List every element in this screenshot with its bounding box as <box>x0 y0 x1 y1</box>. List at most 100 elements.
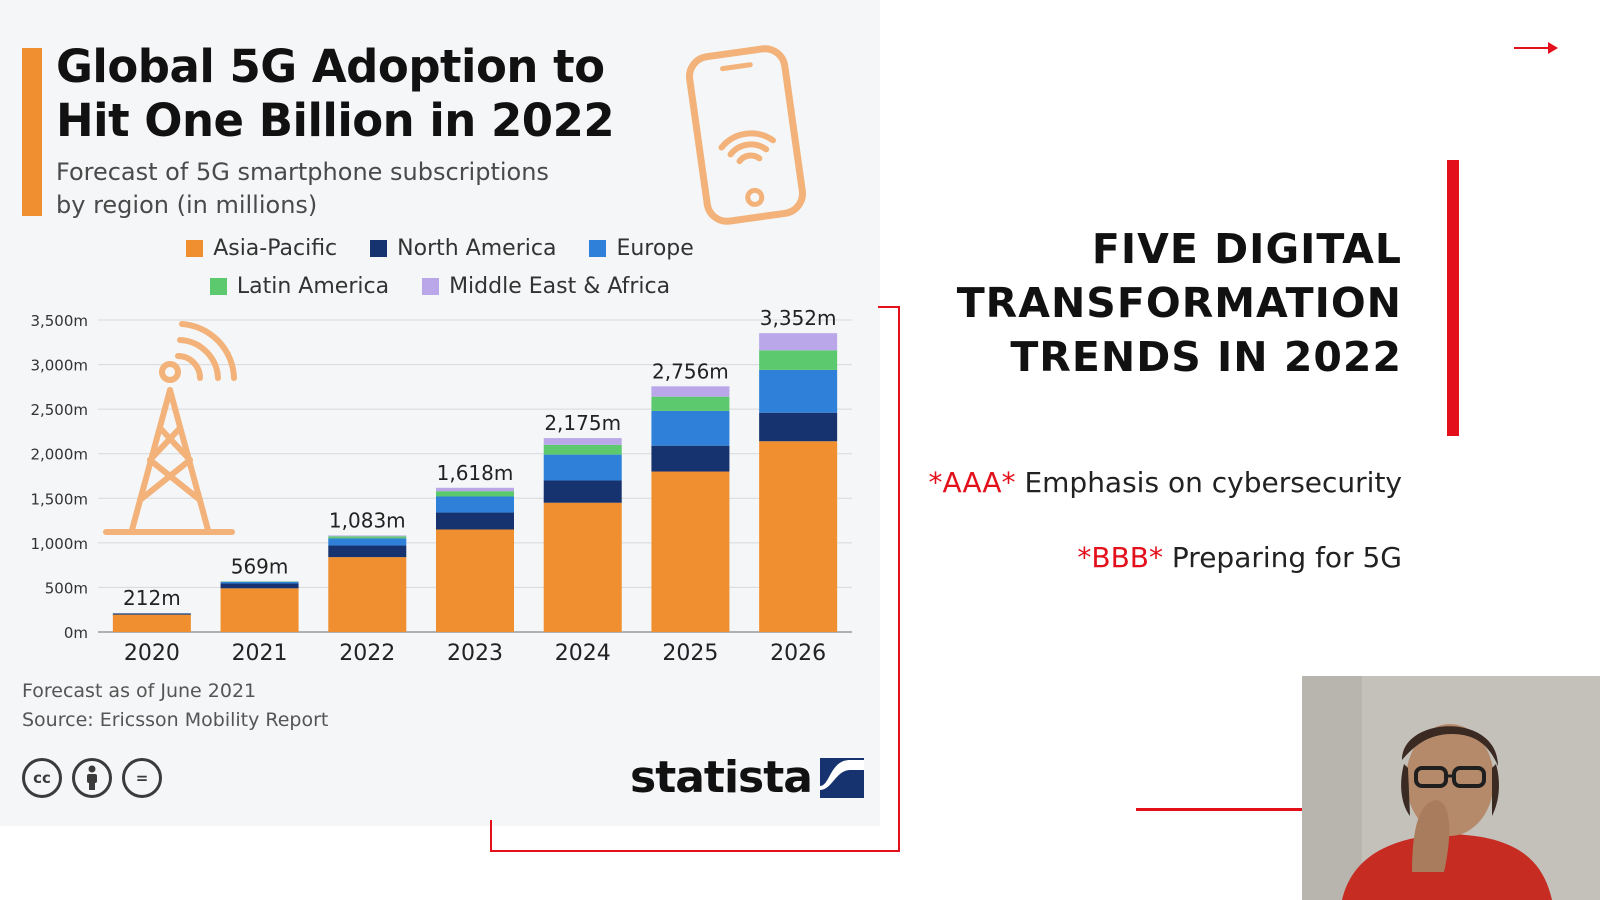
bar-total-label: 2,756m <box>652 359 729 383</box>
bar-total-label: 1,618m <box>437 461 514 485</box>
bar-total-label: 3,352m <box>760 306 837 330</box>
legend-item-asia-pacific: Asia-Pacific <box>186 236 337 261</box>
x-tick-label: 2024 <box>555 641 611 666</box>
bullet-5g: *BBB* Preparing for 5G <box>1077 541 1402 574</box>
legend-swatch <box>209 278 227 295</box>
title-accent-bar <box>22 48 42 216</box>
license-icons: cc = <box>22 758 162 798</box>
slide-accent-bar <box>1447 160 1459 436</box>
slide-title-line-1: FIVE DIGITAL <box>1091 225 1402 273</box>
y-tick-label: 1,000m <box>30 535 88 553</box>
bar-segment <box>220 581 299 584</box>
slide-title-line-2: TRANSFORMATION <box>956 279 1402 327</box>
bar-segment <box>543 502 622 632</box>
x-tick-label: 2026 <box>770 641 826 666</box>
x-tick-label: 2023 <box>447 641 503 666</box>
nd-icon: = <box>122 758 162 798</box>
infographic-card: Global 5G Adoption to Hit One Billion in… <box>0 40 880 803</box>
bar-segment <box>759 350 838 370</box>
bar-segment <box>328 536 407 539</box>
bar-segment <box>436 487 514 492</box>
slide-frame-left <box>490 820 492 852</box>
infographic-title: Global 5G Adoption to Hit One Billion in… <box>56 40 646 148</box>
x-tick-label: 2025 <box>662 641 718 666</box>
presenter-image <box>1302 676 1600 900</box>
bar-segment <box>436 529 514 632</box>
bar-segment <box>543 454 622 481</box>
bar-segment <box>328 538 407 546</box>
bar-segment <box>651 445 730 472</box>
bar-total-label: 1,083m <box>329 508 406 532</box>
legend-swatch <box>186 240 204 257</box>
bar-segment <box>543 444 622 455</box>
bar-segment <box>328 545 407 558</box>
bullet-tag: *BBB* <box>1077 541 1164 574</box>
legend-item-latin-america: Latin America <box>209 274 389 299</box>
bar-segment <box>112 614 191 632</box>
bullet-text: Preparing for 5G <box>1163 541 1402 574</box>
smartphone-wifi-icon <box>676 40 816 234</box>
legend-swatch <box>589 240 607 257</box>
by-icon <box>72 758 112 798</box>
slide-title: FIVE DIGITAL TRANSFORMATION TRENDS IN 20… <box>940 222 1402 384</box>
statista-mark-icon <box>819 757 864 798</box>
bar-segment <box>436 491 514 497</box>
forecast-note: Forecast as of June 2021 <box>22 680 257 702</box>
x-tick-label: 2021 <box>232 641 288 666</box>
next-arrow-icon[interactable] <box>1514 40 1560 60</box>
stacked-bar-chart: 0m 500m 1,000m 1,500m 2,000m 2,500m 3,000m 3,50… <box>30 306 852 666</box>
bar-segment <box>651 386 730 397</box>
bar-segment <box>543 438 622 445</box>
bar-segment <box>651 410 730 446</box>
slide-decor-line <box>1136 808 1304 811</box>
bullet-tag: *AAA* <box>928 466 1016 499</box>
bar-segment <box>759 441 838 632</box>
y-tick-label: 0m <box>64 624 88 642</box>
legend-label: Asia-Pacific <box>213 236 338 261</box>
legend-swatch <box>422 278 440 295</box>
y-tick-label: 1,500m <box>30 490 88 508</box>
webcam-video[interactable] <box>1302 676 1600 900</box>
legend-label: Middle East & Africa <box>449 274 671 299</box>
slide-title-line-3: TRENDS IN 2022 <box>1010 333 1402 381</box>
legend-row-1: Asia-Pacific North America Europe <box>0 236 880 263</box>
bar-total-label: 569m <box>231 554 289 578</box>
bullet-text: Emphasis on cybersecurity <box>1015 466 1402 499</box>
y-tick-label: 3,000m <box>30 357 88 375</box>
legend-swatch <box>370 240 388 257</box>
bar-total-label: 212m <box>123 586 181 610</box>
legend-row-2: Latin America Middle East & Africa <box>0 274 880 301</box>
legend-label: North America <box>397 236 557 261</box>
bar-segment <box>759 412 838 442</box>
title-line-1: Global 5G Adoption to <box>56 40 605 93</box>
bar-segment <box>543 480 622 503</box>
slide-frame-right <box>898 306 900 852</box>
subtitle-line-1: Forecast of 5G smartphone subscriptions <box>56 158 549 186</box>
bar-segment <box>651 471 730 632</box>
bar-segment <box>220 583 299 589</box>
cell-tower-icon <box>103 321 237 535</box>
legend-label: Europe <box>616 236 694 261</box>
y-tick-label: 2,500m <box>30 401 88 419</box>
bar-segment <box>436 512 514 530</box>
y-tick-label: 3,500m <box>30 312 88 330</box>
bar-segment <box>759 369 838 413</box>
y-tick-label: 2,000m <box>30 446 88 464</box>
bar-segment <box>651 396 730 411</box>
title-line-2: Hit One Billion in 2022 <box>56 94 615 147</box>
y-tick-label: 500m <box>45 579 88 597</box>
source-note: Source: Ericsson Mobility Report <box>22 709 329 731</box>
bar-segment <box>759 333 838 351</box>
bar-segment <box>436 496 514 513</box>
statista-logo[interactable]: statista <box>630 752 864 803</box>
bar-segment <box>112 613 191 615</box>
legend-item-middle-east-africa: Middle East & Africa <box>422 274 670 299</box>
infographic-subtitle: Forecast of 5G smartphone subscriptions … <box>56 156 656 222</box>
brand-name: statista <box>630 752 813 803</box>
x-tick-label: 2022 <box>339 641 395 666</box>
legend-item-north-america: North America <box>370 236 556 261</box>
slide-frame-bottom <box>490 850 900 852</box>
bar-segment <box>328 535 407 537</box>
subtitle-line-2: by region (in millions) <box>56 191 318 219</box>
bar-segment <box>220 588 299 632</box>
